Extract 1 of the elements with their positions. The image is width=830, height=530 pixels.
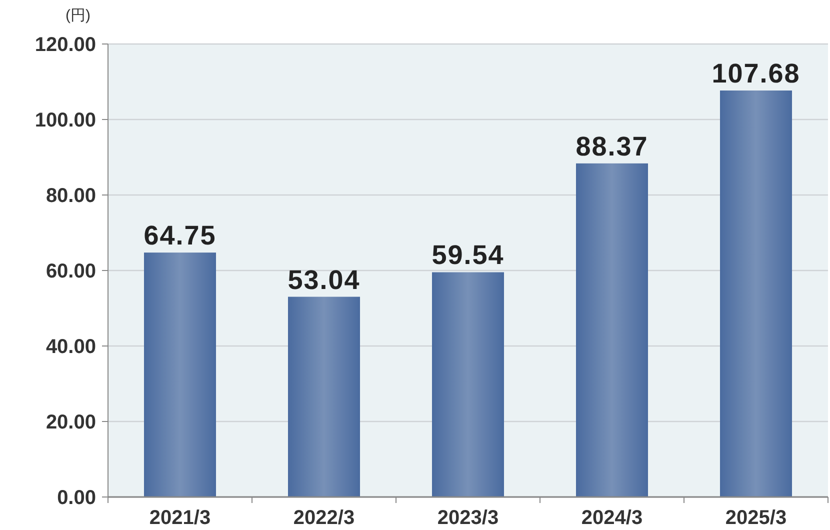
ylabel: (円) xyxy=(66,7,90,24)
